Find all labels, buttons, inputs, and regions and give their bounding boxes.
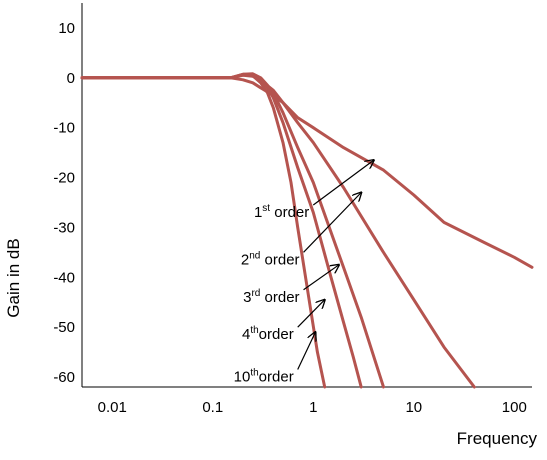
y-tick-label: -20 <box>53 170 75 187</box>
annotation-label-order-4: 4thorder <box>242 325 294 343</box>
series-line-order-4 <box>80 72 363 389</box>
y-tick-labels: 10 0 -10 -20 -30 -40 -50 -60 <box>53 20 75 386</box>
annotation-label-order-1: 1st order <box>254 203 309 221</box>
series-line-order-3 <box>80 72 385 389</box>
y-tick-label: -30 <box>53 219 75 236</box>
y-tick-label: -50 <box>53 319 75 336</box>
series-group <box>80 72 534 389</box>
x-tick-label: 10 <box>405 399 422 416</box>
x-tick-label: 0.1 <box>202 399 223 416</box>
x-axis-title: Frequency <box>457 429 538 448</box>
annotation-arrow-order-1 <box>312 160 374 206</box>
x-tick-labels: 0.01 0.1 1 10 100 <box>98 399 527 416</box>
x-tick-label: 0.01 <box>98 399 127 416</box>
order-annotations: 1st order 2nd order 3rd order 4thorder 10tho… <box>234 160 374 386</box>
x-tick-label: 100 <box>502 399 527 416</box>
y-tick-label: 10 <box>58 20 75 37</box>
annotation-arrow-order-3 <box>303 265 339 291</box>
series-line-order-1 <box>80 76 534 269</box>
y-axis-title: Gain in dB <box>4 238 23 317</box>
annotation-arrow-order-2 <box>303 193 362 253</box>
y-tick-label: 0 <box>67 70 75 87</box>
y-tick-label: -40 <box>53 269 75 286</box>
x-tick-label: 1 <box>309 399 317 416</box>
annotation-arrow-order-10 <box>297 332 316 370</box>
annotation-label-order-10: 10thorder <box>234 368 294 386</box>
annotation-arrow-order-4 <box>297 300 325 328</box>
y-tick-label: -10 <box>53 120 75 137</box>
annotation-label-order-2: 2nd order <box>241 250 300 268</box>
axes <box>81 3 532 388</box>
y-tick-label: -60 <box>53 369 75 386</box>
annotation-label-order-3: 3rd order <box>243 288 299 306</box>
